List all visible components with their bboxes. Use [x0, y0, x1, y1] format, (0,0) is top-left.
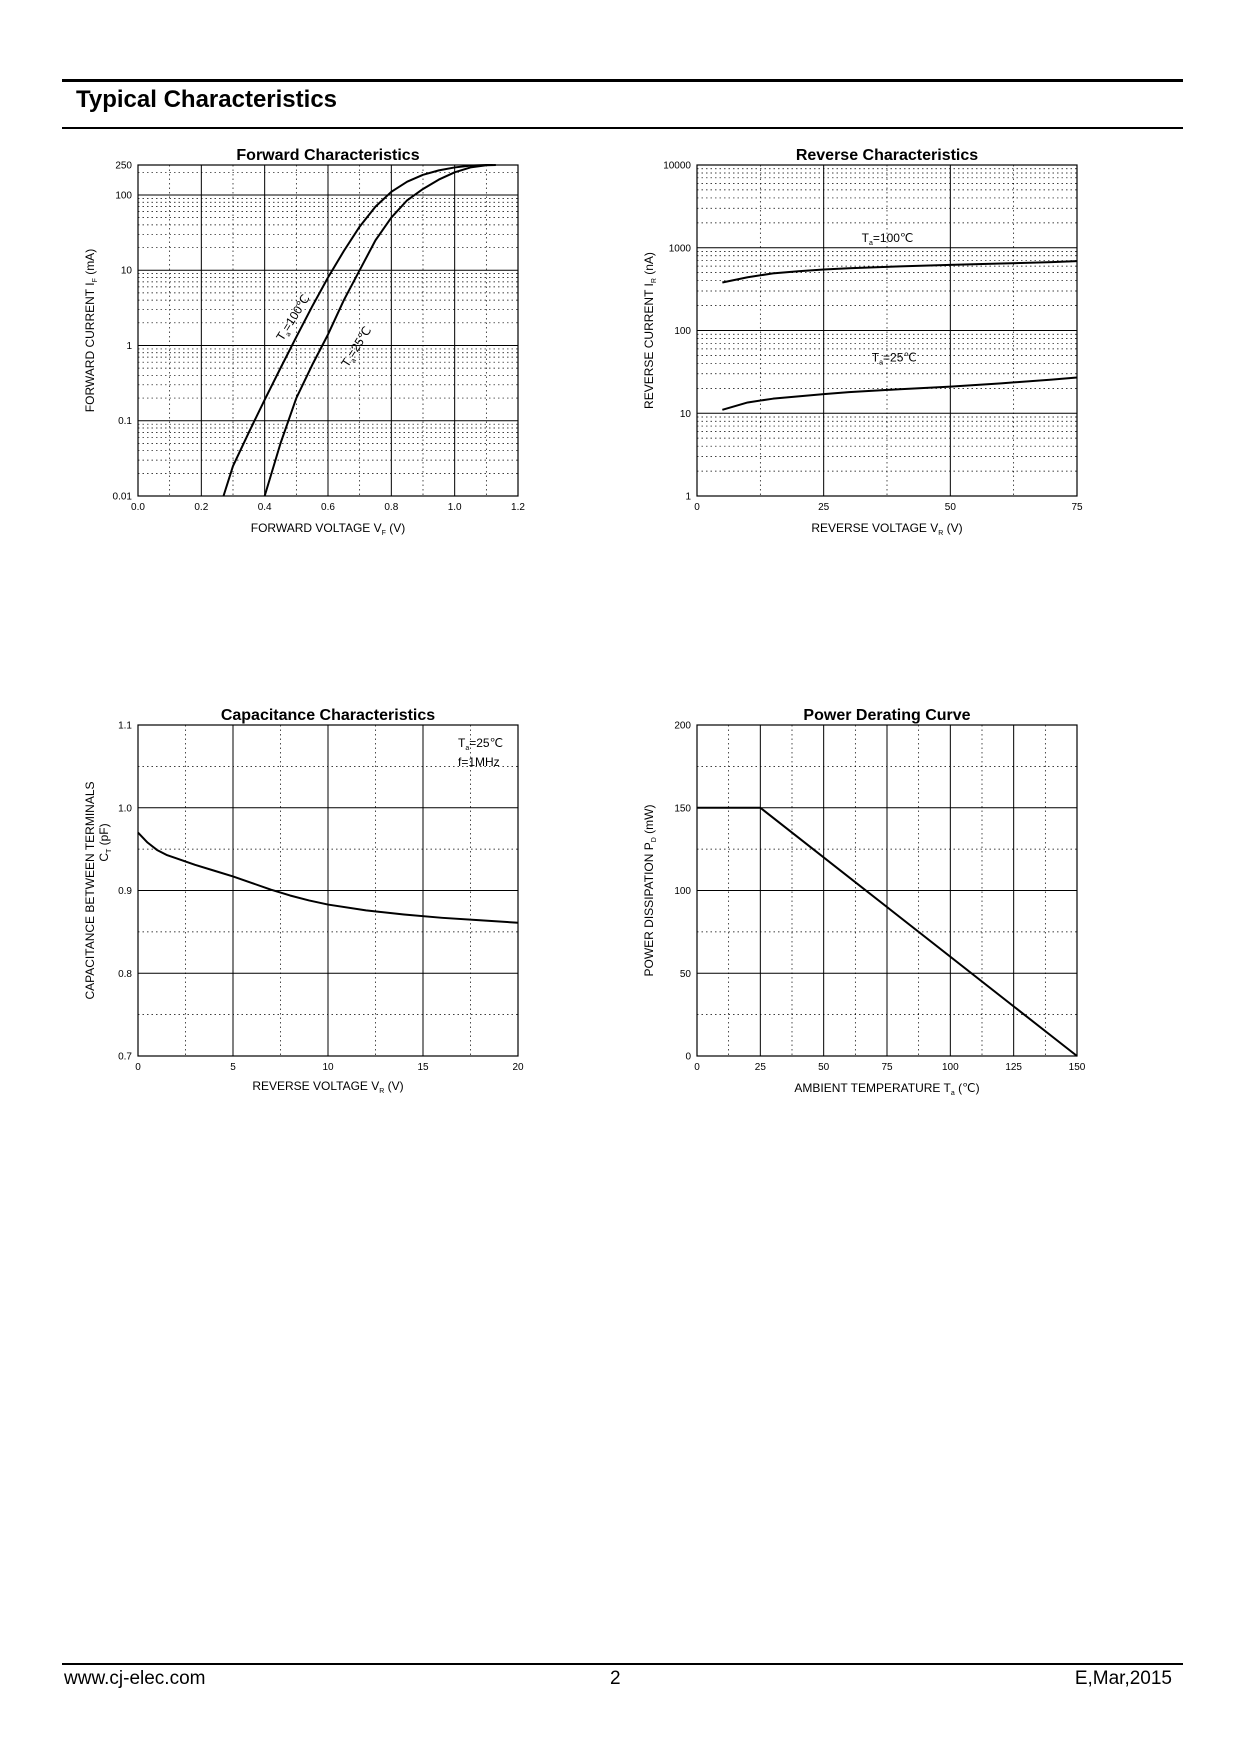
y-tick-label: 10000 [663, 161, 691, 172]
y-tick-label: 1 [126, 341, 132, 352]
x-axis-label: REVERSE VOLTAGE VR (V) [252, 1079, 403, 1095]
chart-title: Capacitance Characteristics [221, 707, 435, 724]
series-line-pd [697, 806, 1078, 1057]
x-tick-label: 1.0 [448, 502, 462, 513]
y-tick-label: 50 [680, 969, 692, 980]
chart-title: Reverse Characteristics [796, 147, 978, 164]
plot-frame [696, 164, 1078, 497]
series-line-ta-25- [263, 164, 496, 497]
x-tick-label: 0 [694, 1062, 700, 1073]
plot-frame [137, 724, 519, 1057]
y-tick-label: 10 [121, 266, 133, 277]
x-axis-label: AMBIENT TEMPERATURE Ta (℃) [794, 1081, 979, 1097]
power-derating-chart: 0 25 50 75 100 125 150 0 50 100 150 200 Power Derati… [642, 707, 1086, 1097]
capacitance-characteristics-chart: 0 5 10 15 20 0.7 0.8 0.9 1.0 1.1 Capacitance Chara… [83, 707, 524, 1095]
y-tick-label: 0.1 [118, 416, 132, 427]
y-tick-label: 100 [115, 190, 132, 201]
header-top-rule [62, 79, 1183, 82]
x-tick-label: 0.6 [321, 502, 335, 513]
x-tick-label: 75 [1071, 502, 1083, 513]
x-tick-label: 0.2 [194, 502, 208, 513]
y-tick-label: 1 [685, 492, 691, 503]
footer-page-number: 2 [610, 1668, 621, 1689]
chart-title: Power Derating Curve [803, 707, 970, 724]
x-axis-label: FORWARD VOLTAGE VF (V) [251, 521, 406, 537]
footer-website: www.cj-elec.com [64, 1668, 206, 1689]
page-title: Typical Characteristics [76, 86, 338, 113]
x-tick-label: 125 [1005, 1062, 1022, 1073]
annotation-frequency: f=1MHz [458, 755, 500, 769]
x-tick-label: 150 [1069, 1062, 1086, 1073]
series-label-25c: Ta=25℃ [872, 350, 917, 366]
y-axis-label: POWER DISSIPATION PD (mW) [642, 805, 658, 977]
x-tick-label: 100 [942, 1062, 959, 1073]
x-tick-label: 10 [322, 1062, 334, 1073]
y-axis-unit-label: CT (pF) [97, 823, 113, 861]
y-tick-label: 10 [680, 409, 692, 420]
y-tick-label: 150 [674, 803, 691, 814]
y-tick-label: 0.01 [113, 492, 133, 503]
x-tick-label: 20 [512, 1062, 524, 1073]
y-tick-label: 1.1 [118, 721, 132, 732]
chart-body: 0 25 50 75 1 10 100 1000 10000 Reverse Characteri… [642, 147, 1083, 537]
x-tick-label: 0.4 [258, 502, 272, 513]
chart-body: 0 5 10 15 20 0.7 0.8 0.9 1.0 1.1 Capacitance Chara… [83, 707, 524, 1095]
chart-title: Forward Characteristics [236, 147, 419, 164]
x-tick-label: 0.8 [384, 502, 398, 513]
header-bottom-rule [62, 127, 1183, 129]
series-label-100c: Ta=100℃ [862, 231, 914, 247]
series-line-ta-25- [722, 376, 1078, 411]
forward-characteristics-chart: 0.0 0.2 0.4 0.6 0.8 1.0 1.2 0.01 0.1 1 10 100 250 For… [83, 147, 525, 537]
x-tick-label: 25 [818, 502, 830, 513]
y-tick-label: 200 [674, 721, 691, 732]
y-tick-label: 250 [115, 161, 132, 172]
series-line-ta-100- [222, 164, 493, 497]
annotation-temperature: Ta=25℃ [458, 736, 503, 752]
x-tick-label: 0.0 [131, 502, 145, 513]
y-tick-label: 0.9 [118, 886, 132, 897]
y-tick-label: 100 [674, 326, 691, 337]
y-axis-label: CAPACITANCE BETWEEN TERMINALS [83, 781, 97, 999]
series-line-ct [137, 831, 519, 924]
footer-rule [62, 1663, 1183, 1665]
y-tick-label: 1000 [669, 243, 692, 254]
x-tick-label: 0 [135, 1062, 141, 1073]
y-tick-label: 0 [685, 1052, 691, 1063]
plot-frame [137, 164, 519, 497]
y-tick-label: 1.0 [118, 803, 132, 814]
chart-body: 0.0 0.2 0.4 0.6 0.8 1.0 1.2 0.01 0.1 1 10 100 250 For… [83, 147, 525, 537]
y-tick-label: 0.7 [118, 1052, 132, 1063]
x-tick-label: 0 [694, 502, 700, 513]
x-tick-label: 50 [818, 1062, 830, 1073]
reverse-characteristics-chart: 0 25 50 75 1 10 100 1000 10000 Reverse Characteri… [642, 147, 1083, 537]
x-tick-label: 75 [881, 1062, 893, 1073]
x-tick-label: 15 [417, 1062, 429, 1073]
series-line-ta-100- [722, 260, 1078, 284]
x-tick-label: 50 [945, 502, 957, 513]
footer-revision: E,Mar,2015 [1074, 1668, 1172, 1689]
x-tick-label: 5 [230, 1062, 236, 1073]
y-tick-label: 100 [674, 886, 691, 897]
y-axis-label: REVERSE CURRENT IR (nA) [642, 252, 658, 409]
x-tick-label: 25 [755, 1062, 767, 1073]
series-label-100c: Ta=100℃ [273, 292, 314, 344]
plot-frame [696, 724, 1078, 1057]
y-axis-label: FORWARD CURRENT IF (mA) [83, 249, 99, 412]
series-label-25c: Ta=25℃ [338, 324, 375, 371]
y-tick-label: 0.8 [118, 969, 132, 980]
chart-body: 0 25 50 75 100 125 150 0 50 100 150 200 Power Derati… [642, 707, 1086, 1097]
x-axis-label: REVERSE VOLTAGE VR (V) [811, 521, 962, 537]
x-tick-label: 1.2 [511, 502, 525, 513]
